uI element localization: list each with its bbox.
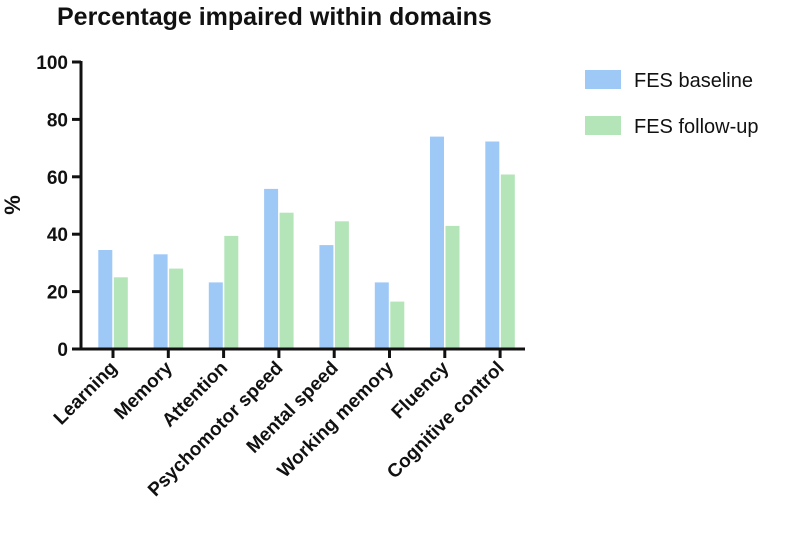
legend-label: FES baseline — [634, 70, 753, 92]
legend-label: FES follow-up — [634, 116, 759, 138]
bar-follow-up — [445, 225, 460, 349]
bar-baseline — [319, 245, 334, 349]
bar-follow-up — [334, 221, 349, 349]
y-tick-label: 20 — [47, 283, 68, 304]
legend-swatch — [585, 116, 621, 135]
bars-layer — [98, 136, 515, 350]
bar-baseline — [374, 282, 389, 349]
bar-baseline — [208, 282, 223, 349]
bar-follow-up — [390, 301, 405, 349]
x-tick-label: Learning — [50, 358, 122, 430]
y-axis-label: % — [0, 195, 25, 215]
legend-swatch — [585, 70, 621, 89]
bar-baseline — [98, 250, 113, 349]
bar-follow-up — [279, 212, 294, 349]
bar-follow-up — [169, 268, 184, 349]
bar-baseline — [485, 141, 500, 349]
legend: FES baseline FES follow-up — [585, 70, 759, 138]
bar-follow-up — [224, 235, 239, 349]
y-tick-label: 60 — [47, 168, 68, 189]
y-tick-label: 100 — [36, 53, 68, 74]
y-tick-label: 80 — [47, 110, 68, 131]
bar-baseline — [264, 188, 279, 349]
bar-follow-up — [500, 174, 515, 349]
y-tick-label: 40 — [47, 225, 68, 246]
bar-baseline — [430, 136, 444, 349]
bar-baseline — [153, 254, 168, 349]
y-tick-label: 0 — [57, 340, 68, 361]
bar-follow-up — [113, 277, 128, 350]
chart-title: Percentage impaired within domains — [57, 3, 492, 31]
